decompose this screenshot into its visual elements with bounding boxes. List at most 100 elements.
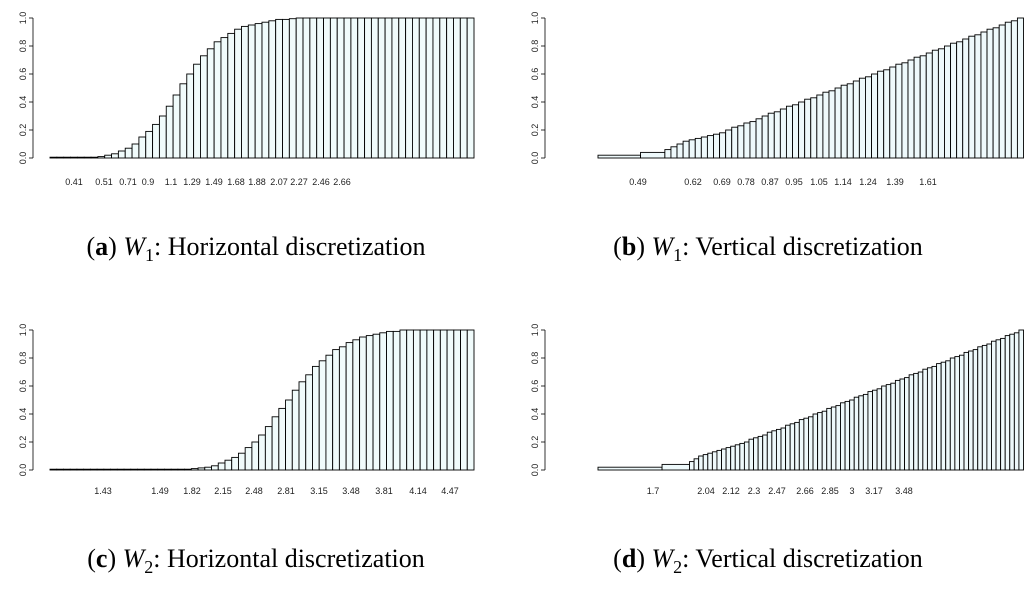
x-tick-label: 0.87 — [761, 177, 779, 187]
bar — [876, 388, 883, 471]
bar — [931, 365, 938, 471]
bar — [785, 105, 793, 159]
y-tick-label: 0.2 — [530, 436, 540, 449]
bar — [725, 129, 733, 159]
chart-d: 0.0 0.2 0.4 0.6 0.8 1.0 1.7 2.04 2.12 2.3 2.47 2.66… — [530, 324, 1024, 496]
bar — [779, 108, 787, 159]
caption-d: (d) W2: Vertical discretization — [613, 544, 923, 578]
bar — [83, 468, 91, 471]
y-tick-label: 0.6 — [530, 380, 540, 393]
bar — [798, 419, 805, 471]
bar — [130, 468, 138, 471]
bar — [251, 441, 260, 471]
bar — [804, 98, 812, 159]
bar — [743, 441, 750, 471]
bar — [972, 349, 979, 471]
bar — [830, 406, 837, 471]
bar — [312, 365, 320, 471]
bar — [803, 417, 809, 471]
bar — [116, 468, 125, 471]
bar — [357, 17, 366, 159]
x-tick-label: 0.78 — [737, 177, 755, 187]
bar — [418, 17, 427, 159]
caption-var: W — [123, 232, 146, 261]
bar — [753, 437, 759, 471]
bar — [338, 346, 347, 471]
x-tick-label: 2.46 — [312, 177, 330, 187]
x-tick-label: 3.15 — [310, 486, 328, 496]
panel-d: 0.0 0.2 0.4 0.6 0.8 1.0 1.7 2.04 2.12 2.3 2.47 2.66… — [512, 312, 1024, 603]
y-tick-label: 1.0 — [530, 12, 540, 25]
x-tick-label: 0.62 — [684, 177, 702, 187]
x-tick-label: 1.49 — [151, 486, 169, 496]
bar — [224, 459, 233, 471]
bar — [453, 17, 461, 159]
x-tick-label: 1.29 — [183, 177, 201, 187]
x-tick-label: 3 — [849, 486, 854, 496]
bar — [197, 467, 206, 471]
caption-sub: 1 — [145, 245, 155, 266]
bar — [694, 137, 702, 159]
bar — [295, 17, 304, 159]
x-tick-label: 4.47 — [441, 486, 459, 496]
y-tick-label: 1.0 — [530, 324, 540, 337]
x-tick-label: 1.1 — [165, 177, 178, 187]
y-tick-label: 0.4 — [530, 408, 540, 421]
bar — [926, 367, 933, 471]
bar — [867, 391, 873, 471]
y-tick-label: 0.2 — [18, 124, 28, 137]
bar — [749, 121, 757, 159]
bar — [379, 332, 387, 471]
bar — [165, 105, 174, 159]
bar — [761, 115, 769, 159]
caption-text: : Vertical discretization — [682, 232, 923, 261]
bar — [285, 399, 293, 471]
bar — [780, 427, 787, 471]
bar — [700, 136, 708, 159]
bar — [816, 94, 824, 159]
bar — [83, 156, 92, 159]
bar — [810, 97, 818, 159]
bar — [332, 349, 340, 471]
bar — [291, 389, 300, 471]
bar — [899, 378, 905, 471]
bar — [944, 45, 952, 159]
bar — [940, 361, 947, 471]
bar — [460, 329, 468, 471]
bar — [453, 329, 461, 471]
bar — [150, 468, 159, 471]
bar — [743, 122, 751, 159]
bar — [885, 384, 892, 471]
bar — [76, 156, 85, 159]
bar — [980, 31, 988, 159]
bar — [220, 37, 229, 159]
caption-text: : Vertical discretization — [682, 544, 923, 573]
y-tick-label: 0.0 — [530, 152, 540, 165]
x-tick-label: 0.71 — [119, 177, 137, 187]
bar — [204, 466, 212, 471]
bar — [370, 17, 379, 159]
bar — [432, 17, 441, 159]
x-tick-label: 1.24 — [859, 177, 877, 187]
x-tick-label: 2.81 — [277, 486, 295, 496]
x-tick-label: 3.48 — [895, 486, 913, 496]
bar — [798, 101, 806, 159]
bar — [446, 329, 455, 471]
bar — [907, 59, 915, 159]
bar — [822, 91, 830, 159]
bar — [1010, 20, 1018, 159]
bar — [945, 360, 951, 471]
bar — [711, 451, 718, 471]
bar — [352, 339, 361, 471]
bar — [439, 17, 448, 159]
bar — [737, 125, 745, 159]
x-tick-label: 1.14 — [834, 177, 852, 187]
bar — [766, 431, 773, 471]
bar — [172, 94, 181, 159]
bar — [865, 76, 872, 159]
bar — [391, 17, 400, 159]
bar — [163, 468, 172, 471]
bar — [258, 434, 266, 471]
bar — [693, 458, 700, 471]
bar — [785, 424, 791, 471]
